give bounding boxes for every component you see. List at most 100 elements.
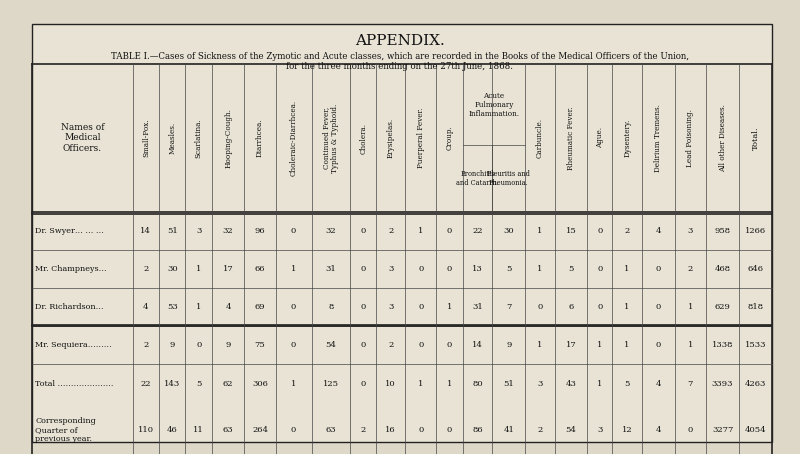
Text: Lead Poisoning.: Lead Poisoning. [686, 109, 694, 167]
Text: 5: 5 [568, 265, 574, 273]
Text: TABLE I.—Cases of Sickness of the Zymotic and Acute classes, which are recorded : TABLE I.—Cases of Sickness of the Zymoti… [111, 52, 689, 61]
Text: 8: 8 [328, 303, 334, 311]
Text: 16: 16 [386, 426, 396, 434]
Text: 3: 3 [687, 227, 693, 235]
Text: 51: 51 [167, 227, 178, 235]
Text: 0: 0 [291, 303, 296, 311]
Text: 264: 264 [252, 426, 268, 434]
Text: 1: 1 [291, 265, 296, 273]
Text: 66: 66 [254, 265, 266, 273]
Text: 4263: 4263 [745, 380, 766, 388]
Text: 5: 5 [506, 265, 511, 273]
Text: Erysipelas.: Erysipelas. [386, 118, 394, 158]
Text: 1: 1 [291, 380, 296, 388]
Text: 110: 110 [138, 426, 154, 434]
Text: 86: 86 [472, 426, 483, 434]
Text: Scarlatina.: Scarlatina. [194, 118, 202, 158]
Text: Rheumatic Fever.: Rheumatic Fever. [567, 106, 575, 170]
Text: 11: 11 [194, 426, 204, 434]
Text: 75: 75 [254, 341, 266, 349]
Text: 30: 30 [167, 265, 178, 273]
Text: 53: 53 [167, 303, 178, 311]
Text: 0: 0 [361, 341, 366, 349]
Text: 1: 1 [625, 341, 630, 349]
Text: 30: 30 [503, 227, 514, 235]
Text: 2: 2 [538, 426, 542, 434]
Text: 80: 80 [472, 380, 483, 388]
Text: Measles.: Measles. [168, 122, 176, 154]
Text: 0: 0 [418, 341, 423, 349]
Text: 0: 0 [656, 341, 661, 349]
Text: 0: 0 [418, 265, 423, 273]
Text: 31: 31 [472, 303, 483, 311]
Text: 46: 46 [167, 426, 178, 434]
Text: 7: 7 [687, 380, 693, 388]
Text: 0: 0 [196, 341, 202, 349]
Text: 13: 13 [472, 265, 483, 273]
Text: Total.: Total. [752, 126, 760, 150]
Text: 0: 0 [418, 426, 423, 434]
Text: 3: 3 [388, 303, 394, 311]
Text: 0: 0 [538, 303, 542, 311]
Text: 1: 1 [597, 341, 602, 349]
Text: Hooping-Cough.: Hooping-Cough. [224, 108, 232, 168]
Text: 2: 2 [388, 227, 394, 235]
Text: 0: 0 [291, 426, 296, 434]
Text: 9: 9 [170, 341, 175, 349]
Text: 51: 51 [503, 380, 514, 388]
Text: 54: 54 [566, 426, 577, 434]
Text: Delirium Tremens.: Delirium Tremens. [654, 104, 662, 172]
Text: 54: 54 [326, 341, 336, 349]
Text: 1: 1 [418, 227, 423, 235]
Text: 32: 32 [223, 227, 234, 235]
Text: 1: 1 [537, 341, 542, 349]
Text: 22: 22 [472, 227, 482, 235]
Text: 0: 0 [361, 380, 366, 388]
Text: 7: 7 [506, 303, 511, 311]
Text: Small-Pox.: Small-Pox. [142, 118, 150, 158]
Text: 1: 1 [625, 303, 630, 311]
Text: APPENDIX.: APPENDIX. [355, 34, 445, 48]
Text: All other Diseases.: All other Diseases. [718, 104, 726, 172]
Text: 62: 62 [223, 380, 234, 388]
Text: Carbuncle.: Carbuncle. [536, 118, 544, 158]
Text: 15: 15 [566, 227, 577, 235]
Text: 0: 0 [361, 265, 366, 273]
Text: 4: 4 [655, 227, 661, 235]
Text: 0: 0 [598, 227, 602, 235]
Text: 0: 0 [447, 341, 452, 349]
Text: 63: 63 [326, 426, 336, 434]
Text: Choleraic-Diarrhcea.: Choleraic-Diarrhcea. [290, 100, 298, 176]
Text: 468: 468 [714, 265, 730, 273]
Text: 3393: 3393 [712, 380, 734, 388]
Text: 2: 2 [143, 341, 149, 349]
Text: 3: 3 [537, 380, 542, 388]
Text: Corresponding
Quarter of
previous year.: Corresponding Quarter of previous year. [35, 417, 96, 443]
Text: 14: 14 [141, 227, 151, 235]
Text: 2: 2 [388, 341, 394, 349]
Text: 0: 0 [447, 227, 452, 235]
Text: 1: 1 [418, 380, 423, 388]
Text: 0: 0 [447, 265, 452, 273]
Text: 646: 646 [748, 265, 764, 273]
Text: Dr. Swyer… … …: Dr. Swyer… … … [35, 227, 104, 235]
Text: 6: 6 [569, 303, 574, 311]
Text: 4: 4 [655, 426, 661, 434]
Text: 41: 41 [503, 426, 514, 434]
Text: 10: 10 [386, 380, 396, 388]
Text: 0: 0 [598, 303, 602, 311]
Text: Dysentery.: Dysentery. [623, 119, 631, 157]
Text: 1338: 1338 [712, 341, 734, 349]
Text: 4: 4 [226, 303, 231, 311]
Text: 1: 1 [687, 303, 693, 311]
Text: 2: 2 [361, 426, 366, 434]
Text: 0: 0 [447, 426, 452, 434]
Text: 63: 63 [223, 426, 234, 434]
Text: Diarrhcea.: Diarrhcea. [256, 119, 264, 157]
Text: 1: 1 [196, 303, 202, 311]
Text: 1: 1 [537, 227, 542, 235]
Text: Cholera.: Cholera. [359, 123, 367, 153]
Text: 1: 1 [537, 265, 542, 273]
Text: Puerperal Fever.: Puerperal Fever. [417, 108, 425, 168]
Text: Ague.: Ague. [596, 128, 604, 148]
